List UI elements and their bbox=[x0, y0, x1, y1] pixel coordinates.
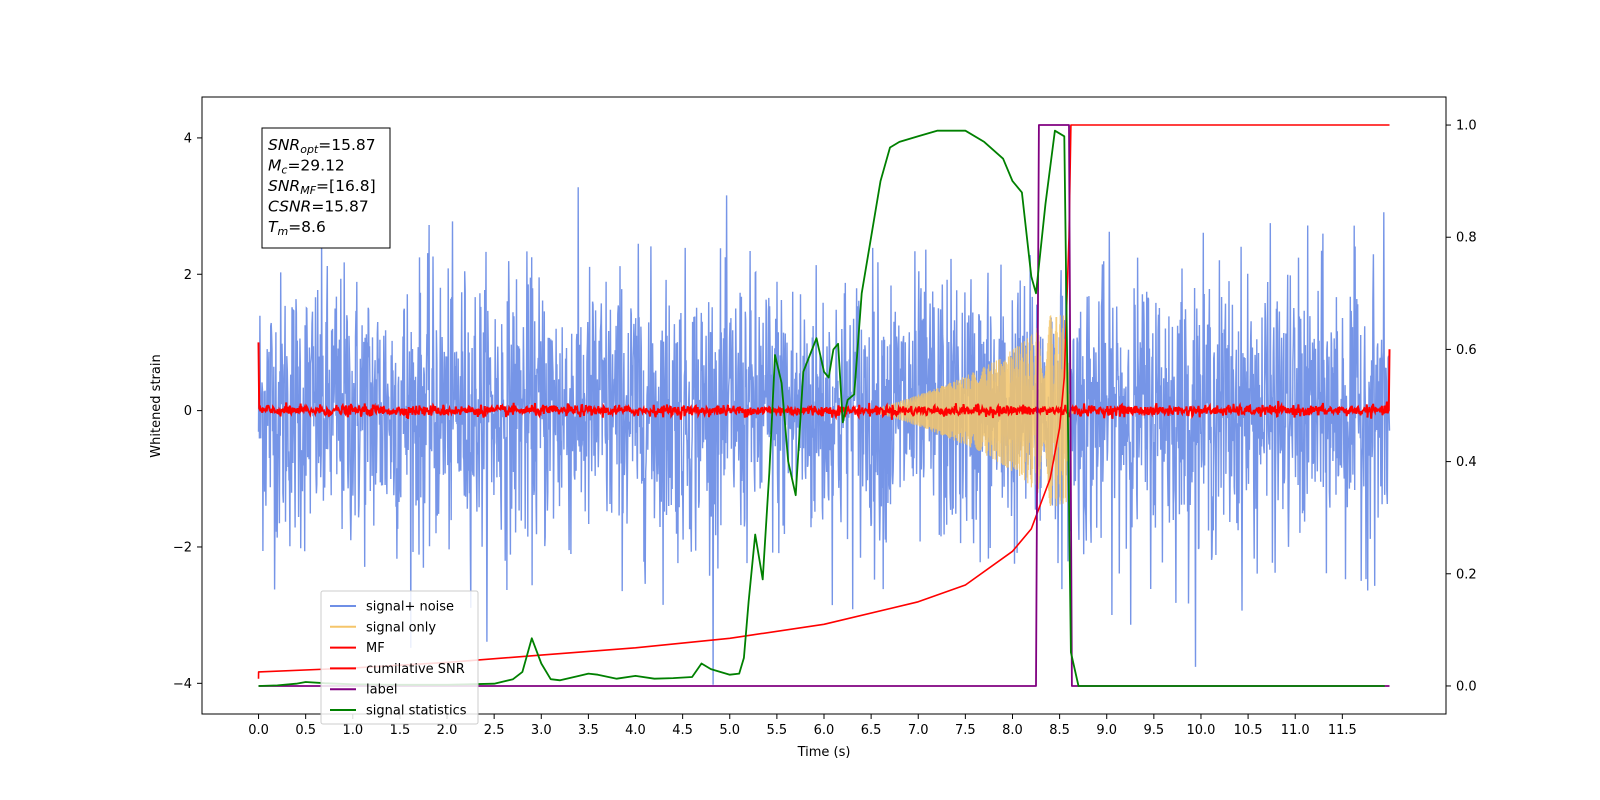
legend: signal+ noise signal only MF cumilative SNR… bbox=[320, 590, 479, 725]
x-tick-label: 5.0 bbox=[719, 723, 740, 738]
x-tick-label: 11.5 bbox=[1328, 723, 1357, 738]
y-tick-label: −4 bbox=[173, 677, 192, 692]
series-signal-noise bbox=[257, 187, 1391, 685]
x-tick-label: 0.5 bbox=[295, 723, 316, 738]
y2-tick-label: 0.0 bbox=[1456, 679, 1477, 694]
legend-frame bbox=[320, 590, 479, 725]
info-box-line: CSNR=15.87 bbox=[268, 198, 369, 216]
info-box-line: SNRMF=[16.8] bbox=[268, 177, 376, 197]
y-tick-label: −2 bbox=[173, 540, 192, 555]
x-tick-label: 4.5 bbox=[672, 723, 693, 738]
y2-tick-label: 0.2 bbox=[1456, 567, 1477, 582]
x-tick-label: 8.0 bbox=[1002, 723, 1023, 738]
y-axis-left: 4 2 0 −2 −4 bbox=[173, 131, 202, 692]
series-signal-statistics bbox=[258, 129, 1385, 687]
info-box: SNRopt=15.87Mc=29.12SNRMF=[16.8]CSNR=15.… bbox=[261, 127, 391, 249]
series-mf bbox=[257, 342, 1391, 421]
y-axis-right: 1.0 0.8 0.6 0.4 0.2 0.0 bbox=[1446, 119, 1477, 694]
x-tick-label: 7.5 bbox=[955, 723, 976, 738]
y2-tick-label: 0.6 bbox=[1456, 343, 1477, 358]
info-box-line: Tm=8.6 bbox=[268, 218, 326, 238]
info-box-line: Mc=29.12 bbox=[268, 157, 345, 177]
legend-entry: signal+ noise bbox=[366, 600, 454, 615]
x-axis: 0.0 0.5 1.0 1.5 2.0 2.5 3.0 3.5 4.0 4.5 5.0 5.5 6.0 6… bbox=[248, 714, 1357, 738]
legend-entry: cumilative SNR bbox=[366, 662, 465, 677]
info-box-frame bbox=[261, 127, 391, 249]
x-tick-label: 9.0 bbox=[1096, 723, 1117, 738]
x-tick-label: 10.0 bbox=[1186, 723, 1215, 738]
legend-entry: MF bbox=[366, 641, 385, 656]
x-tick-label: 9.5 bbox=[1144, 723, 1165, 738]
x-tick-label: 11.0 bbox=[1281, 723, 1310, 738]
x-tick-label: 1.0 bbox=[342, 723, 363, 738]
x-tick-label: 3.5 bbox=[578, 723, 599, 738]
y2-tick-label: 0.4 bbox=[1456, 455, 1477, 470]
x-axis-label: Time (s) bbox=[797, 745, 851, 760]
x-tick-label: 3.0 bbox=[531, 723, 552, 738]
info-box-line: SNRopt=15.87 bbox=[268, 136, 376, 156]
legend-entry: label bbox=[366, 683, 397, 698]
x-tick-label: 10.5 bbox=[1234, 723, 1263, 738]
x-tick-label: 2.0 bbox=[437, 723, 458, 738]
legend-entry: signal only bbox=[366, 620, 436, 635]
x-tick-label: 8.5 bbox=[1049, 723, 1070, 738]
x-tick-label: 1.5 bbox=[390, 723, 411, 738]
x-tick-label: 0.0 bbox=[248, 723, 269, 738]
series-signal-only bbox=[871, 315, 1075, 507]
x-tick-label: 6.5 bbox=[861, 723, 882, 738]
y-tick-label: 2 bbox=[184, 268, 192, 283]
y2-tick-label: 0.8 bbox=[1456, 231, 1477, 246]
y-tick-label: 0 bbox=[184, 404, 192, 419]
x-tick-label: 7.0 bbox=[908, 723, 929, 738]
x-tick-label: 2.5 bbox=[484, 723, 505, 738]
legend-entry: signal statistics bbox=[366, 704, 467, 719]
x-tick-label: 4.0 bbox=[625, 723, 646, 738]
x-tick-label: 6.0 bbox=[814, 723, 835, 738]
y-tick-label: 4 bbox=[184, 131, 192, 146]
x-tick-label: 5.5 bbox=[767, 723, 788, 738]
y2-tick-label: 1.0 bbox=[1456, 119, 1477, 134]
y-axis-label: Whitened strain bbox=[149, 354, 164, 457]
